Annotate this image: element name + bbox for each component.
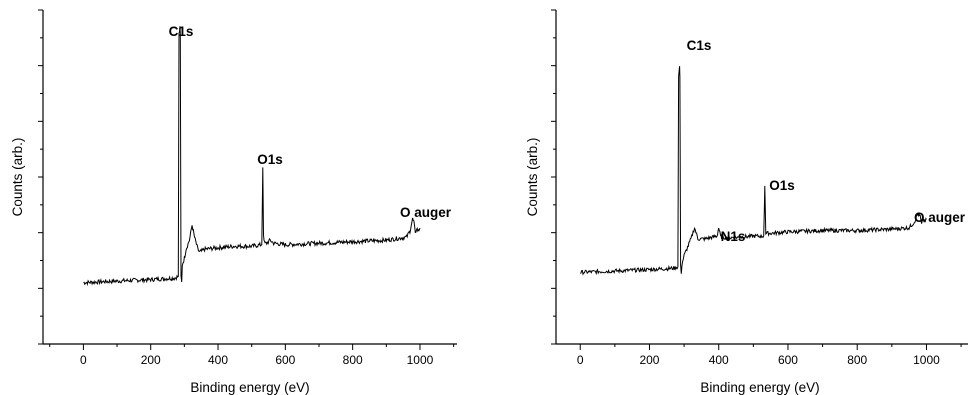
right-x-tick-label: 400 bbox=[709, 353, 729, 367]
left-x-tick-label: 1000 bbox=[407, 353, 434, 367]
left-spectrum-line bbox=[83, 26, 421, 287]
left-x-tick-label: 800 bbox=[343, 353, 363, 367]
right-peak-label-o-auger: O auger bbox=[914, 210, 966, 225]
right-y-axis-title: Counts (arb.) bbox=[525, 138, 540, 217]
right-x-tick-label: 200 bbox=[639, 353, 659, 367]
chart-left: 0 200 400 600 800 1000 Binding energy (eV) Co… bbox=[10, 9, 457, 395]
right-x-tick-label: 1000 bbox=[913, 353, 940, 367]
right-peak-label-n1s: N1s bbox=[721, 229, 746, 244]
right-x-tick-label: 600 bbox=[778, 353, 798, 367]
chart-right: 0 200 400 600 800 1000 Binding energy (eV) Co… bbox=[525, 9, 968, 395]
right-spectrum-line bbox=[580, 66, 927, 276]
right-x-axis-title: Binding energy (eV) bbox=[700, 380, 819, 395]
left-x-axis-title: Binding energy (eV) bbox=[190, 380, 309, 395]
left-x-tick-label: 400 bbox=[208, 353, 228, 367]
left-x-tick-label: 0 bbox=[80, 353, 87, 367]
left-peak-label-c1s: C1s bbox=[169, 24, 194, 39]
right-y-ticks bbox=[551, 9, 556, 345]
right-x-tick-label: 0 bbox=[577, 353, 584, 367]
left-y-axis-title: Counts (arb.) bbox=[10, 138, 25, 217]
left-x-ticks: 0 200 400 600 800 1000 bbox=[49, 344, 455, 367]
right-x-tick-label: 800 bbox=[847, 353, 867, 367]
right-x-ticks: 0 200 400 600 800 1000 bbox=[577, 344, 962, 367]
left-peak-label-o-auger: O auger bbox=[400, 205, 452, 220]
left-x-tick-label: 600 bbox=[275, 353, 295, 367]
left-peak-label-o1s: O1s bbox=[257, 152, 283, 167]
right-peak-label-o1s: O1s bbox=[769, 178, 795, 193]
left-y-ticks bbox=[38, 9, 43, 345]
left-x-tick-label: 200 bbox=[141, 353, 161, 367]
right-peak-label-c1s: C1s bbox=[687, 38, 712, 53]
